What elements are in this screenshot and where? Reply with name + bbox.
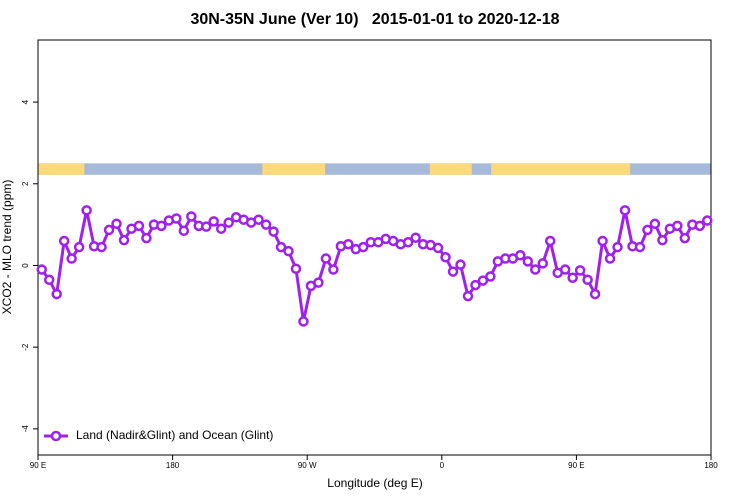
x-tick-label: 180 bbox=[166, 461, 180, 470]
data-point bbox=[268, 226, 279, 237]
data-point bbox=[51, 288, 62, 300]
plot-frame bbox=[37, 39, 712, 456]
data-point bbox=[320, 253, 332, 264]
data-point bbox=[440, 252, 451, 263]
x-axis-label: Longitude (deg E) bbox=[327, 476, 422, 490]
legend-label: Land (Nadir&Glint) and Ocean (Glint) bbox=[76, 428, 273, 442]
x-tick-label: 90 E bbox=[568, 461, 584, 470]
x-tick-label: 0 bbox=[440, 461, 445, 470]
data-point bbox=[672, 220, 683, 232]
data-point bbox=[201, 221, 212, 232]
data-point bbox=[462, 290, 474, 302]
data-point bbox=[178, 225, 190, 237]
data-point bbox=[358, 241, 369, 253]
x-tick-label: 90 W bbox=[298, 461, 317, 470]
data-point bbox=[649, 218, 661, 230]
data-point bbox=[694, 220, 706, 232]
data-point bbox=[567, 272, 578, 283]
data-point bbox=[402, 236, 414, 248]
data-point bbox=[530, 264, 541, 275]
data-point bbox=[208, 216, 219, 227]
y-tick-label: 0 bbox=[21, 263, 30, 268]
data-point bbox=[559, 264, 571, 275]
y-tick-label: 4 bbox=[21, 99, 30, 104]
data-point bbox=[81, 205, 92, 216]
data-point bbox=[283, 245, 294, 257]
data-point bbox=[290, 263, 302, 274]
data-point bbox=[702, 215, 713, 226]
legend-marker bbox=[50, 430, 62, 442]
y-axis-label: XCO2 - MLO trend (ppm) bbox=[0, 180, 14, 315]
data-point bbox=[313, 277, 324, 288]
data-point bbox=[619, 205, 631, 216]
data-point bbox=[612, 241, 623, 253]
data-point bbox=[260, 219, 272, 230]
y-tick-label: 2 bbox=[21, 181, 30, 186]
ocean-band bbox=[38, 163, 711, 175]
land-band bbox=[38, 163, 85, 175]
data-point bbox=[36, 264, 47, 275]
data-point bbox=[597, 235, 608, 247]
data-point bbox=[223, 217, 234, 228]
data-point bbox=[66, 253, 77, 264]
land-band bbox=[491, 163, 631, 175]
data-point bbox=[485, 271, 496, 282]
data-point bbox=[103, 224, 115, 236]
y-tick-label: -2 bbox=[21, 343, 30, 351]
data-point bbox=[455, 259, 466, 270]
data-point bbox=[410, 232, 421, 243]
data-point bbox=[679, 232, 691, 244]
data-point bbox=[141, 232, 152, 244]
data-point bbox=[515, 250, 526, 261]
data-point bbox=[118, 234, 130, 246]
data-point bbox=[96, 241, 107, 253]
data-point bbox=[634, 241, 646, 253]
data-point bbox=[186, 211, 197, 222]
data-point bbox=[43, 274, 55, 286]
data-point bbox=[343, 238, 354, 250]
data-point bbox=[111, 218, 122, 230]
data-point bbox=[544, 235, 556, 247]
data-point bbox=[574, 265, 586, 276]
data-point bbox=[470, 279, 481, 291]
data-point bbox=[447, 266, 459, 277]
land-band bbox=[262, 163, 326, 175]
data-point bbox=[253, 214, 264, 225]
data-point bbox=[657, 234, 668, 246]
x-tick-label: 180 bbox=[704, 461, 718, 470]
data-point bbox=[275, 241, 287, 253]
data-point bbox=[604, 253, 616, 264]
data-point bbox=[133, 220, 145, 232]
data-point bbox=[73, 241, 85, 253]
data-point bbox=[432, 242, 444, 254]
data-point bbox=[298, 316, 309, 327]
data-point bbox=[582, 274, 593, 286]
data-point bbox=[522, 256, 534, 267]
data-point bbox=[537, 258, 548, 269]
data-point bbox=[156, 220, 167, 232]
land-band bbox=[429, 163, 472, 175]
data-point bbox=[328, 264, 339, 275]
y-tick-label: -4 bbox=[21, 425, 30, 433]
data-point bbox=[215, 223, 227, 234]
chart-title: 30N-35N June (Ver 10) 2015-01-01 to 2020… bbox=[190, 11, 559, 28]
data-point bbox=[58, 235, 70, 247]
data-point bbox=[171, 213, 182, 224]
data-point bbox=[642, 224, 653, 236]
data-point bbox=[589, 288, 601, 300]
x-tick-label: 90 E bbox=[30, 461, 46, 470]
data-point bbox=[477, 275, 489, 286]
